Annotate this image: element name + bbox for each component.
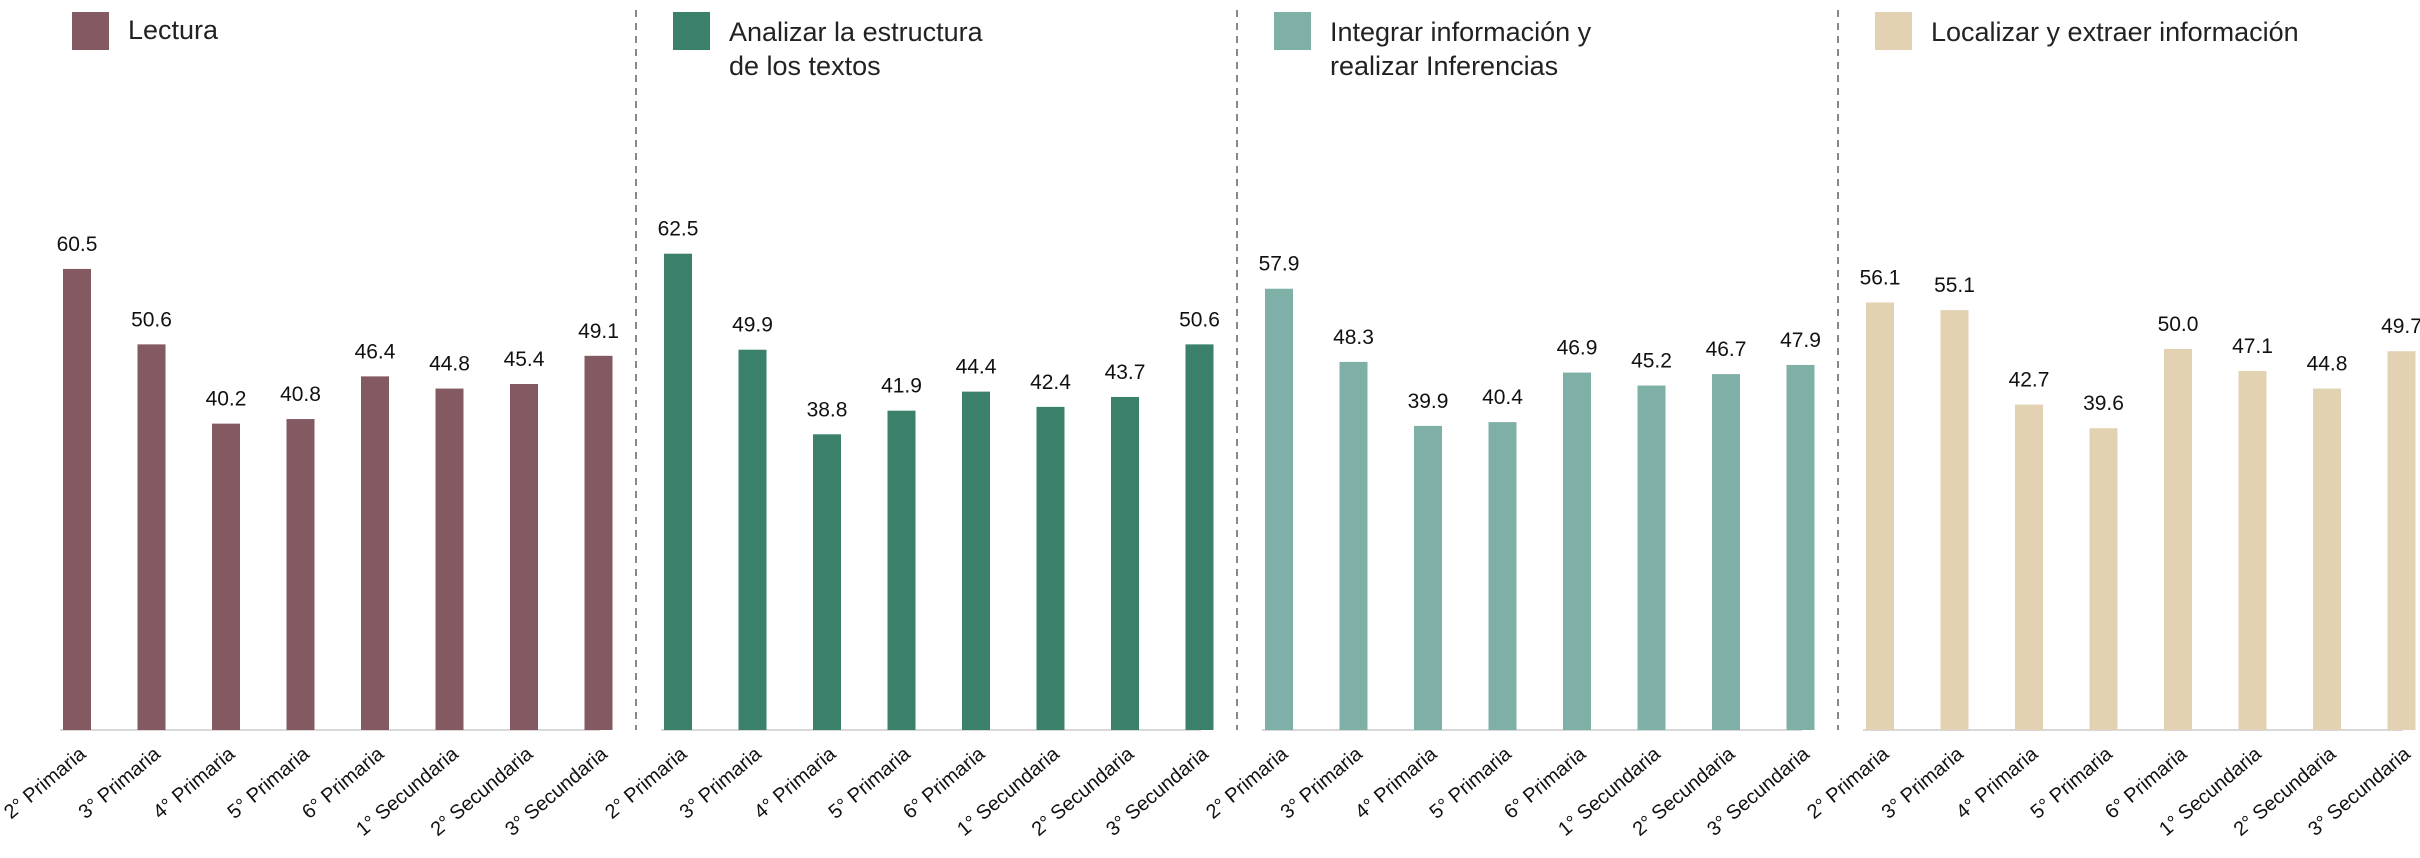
data-label: 44.4 bbox=[956, 356, 997, 379]
bar bbox=[1940, 310, 1969, 730]
bar bbox=[212, 423, 240, 730]
bar bbox=[584, 355, 613, 730]
legend-label: Localizar y extraer información bbox=[1931, 17, 2299, 47]
bar bbox=[887, 410, 916, 730]
x-tick-label: 5° Primaria bbox=[1426, 742, 1517, 823]
bar bbox=[2238, 371, 2267, 730]
data-label: 42.4 bbox=[1030, 371, 1071, 394]
legend-swatch bbox=[72, 12, 109, 50]
data-label: 49.9 bbox=[732, 314, 773, 337]
data-label: 44.8 bbox=[2307, 353, 2348, 376]
bar bbox=[510, 384, 538, 730]
bar bbox=[1414, 425, 1442, 730]
data-label: 62.5 bbox=[658, 218, 699, 241]
x-tick-label: 3° Primaria bbox=[75, 742, 166, 823]
bar bbox=[1488, 422, 1517, 730]
data-label: 56.1 bbox=[1860, 266, 1901, 289]
x-tick-label: 4° Primaria bbox=[149, 742, 240, 823]
data-label: 46.4 bbox=[355, 340, 396, 363]
bar bbox=[2164, 348, 2192, 730]
bar bbox=[1111, 396, 1139, 730]
bar bbox=[1185, 344, 1214, 730]
x-tick-label: 2° Primaria bbox=[1202, 742, 1293, 823]
x-tick-label: 5° Primaria bbox=[2027, 742, 2118, 823]
data-label: 50.0 bbox=[2158, 313, 2199, 336]
data-label: 38.8 bbox=[807, 398, 848, 421]
data-label: 40.4 bbox=[1482, 386, 1523, 409]
x-tick-label: 5° Primaria bbox=[825, 742, 916, 823]
bar bbox=[1786, 364, 1815, 730]
data-label: 47.1 bbox=[2232, 335, 2273, 358]
bar bbox=[1563, 372, 1591, 730]
bar bbox=[664, 253, 692, 730]
legend-label: Lectura bbox=[128, 15, 219, 45]
bar bbox=[2089, 428, 2118, 730]
bar bbox=[1866, 302, 1894, 730]
x-tick-label: 4° Primaria bbox=[1952, 742, 2043, 823]
x-tick-label: 3° Primaria bbox=[1277, 742, 1368, 823]
bar bbox=[2313, 388, 2341, 730]
bar bbox=[2015, 404, 2043, 730]
data-label: 40.8 bbox=[280, 383, 321, 406]
data-label: 47.9 bbox=[1780, 329, 1821, 352]
data-label: 39.6 bbox=[2083, 392, 2124, 415]
data-label: 43.7 bbox=[1105, 361, 1146, 384]
legend-swatch bbox=[1875, 12, 1912, 50]
data-label: 44.8 bbox=[429, 353, 470, 376]
bar bbox=[962, 391, 990, 730]
data-label: 45.4 bbox=[504, 348, 545, 371]
data-label: 39.9 bbox=[1408, 390, 1449, 413]
x-tick-label: 2° Primaria bbox=[601, 742, 692, 823]
bar bbox=[435, 388, 464, 730]
bar bbox=[1265, 288, 1293, 730]
legend-label: Analizar la estructura de los textos bbox=[729, 17, 983, 81]
bar bbox=[63, 268, 91, 730]
data-label: 50.6 bbox=[131, 308, 172, 331]
bar bbox=[2387, 351, 2416, 730]
data-label: 55.1 bbox=[1934, 274, 1975, 297]
data-label: 50.6 bbox=[1179, 308, 1220, 331]
data-label: 46.7 bbox=[1706, 338, 1747, 361]
x-tick-label: 5° Primaria bbox=[224, 742, 315, 823]
data-label: 46.9 bbox=[1557, 337, 1598, 360]
data-label: 40.2 bbox=[206, 388, 247, 411]
data-label: 57.9 bbox=[1259, 253, 1300, 276]
x-tick-label: 4° Primaria bbox=[1351, 742, 1442, 823]
legend-swatch bbox=[1274, 12, 1311, 50]
bar bbox=[1339, 361, 1368, 730]
x-tick-label: 3° Primaria bbox=[1878, 742, 1969, 823]
legend-label: Integrar información y realizar Inferenc… bbox=[1330, 17, 1592, 81]
bar bbox=[1712, 374, 1740, 730]
bar bbox=[738, 349, 767, 730]
data-label: 49.7 bbox=[2381, 315, 2420, 338]
data-label: 41.9 bbox=[881, 375, 922, 398]
data-label: 42.7 bbox=[2009, 369, 2050, 392]
legend-swatch bbox=[673, 12, 710, 50]
bar bbox=[1637, 385, 1666, 730]
data-label: 49.1 bbox=[578, 320, 619, 343]
bar bbox=[813, 434, 841, 730]
x-tick-label: 4° Primaria bbox=[750, 742, 841, 823]
bar bbox=[1036, 406, 1065, 730]
data-label: 48.3 bbox=[1333, 326, 1374, 349]
data-label: 60.5 bbox=[57, 233, 98, 256]
x-tick-label: 2° Primaria bbox=[1803, 742, 1894, 823]
bar bbox=[286, 419, 315, 730]
bar bbox=[137, 344, 166, 730]
bar bbox=[361, 376, 389, 730]
x-tick-label: 3° Primaria bbox=[676, 742, 767, 823]
x-tick-label: 2° Primaria bbox=[0, 742, 91, 823]
data-label: 45.2 bbox=[1631, 350, 1672, 373]
